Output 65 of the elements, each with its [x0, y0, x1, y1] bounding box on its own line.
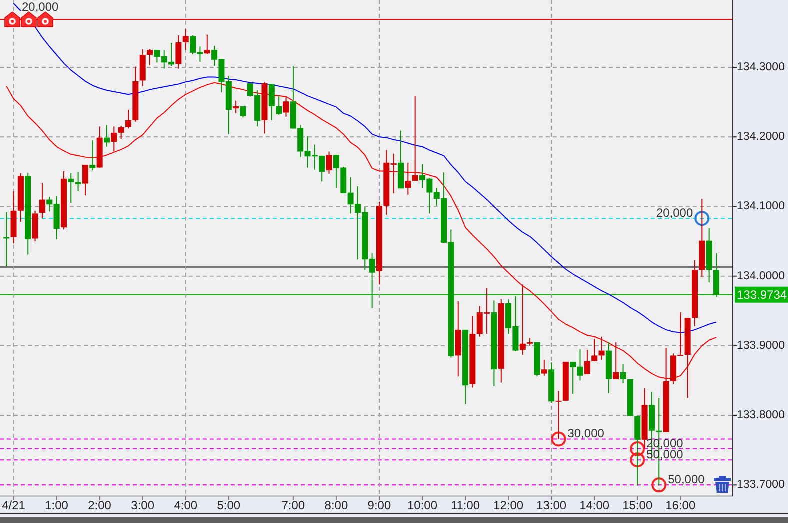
candlestick: [268, 84, 275, 121]
candlestick: [598, 336, 605, 360]
x-tick-label: 14:00: [580, 498, 610, 512]
candlestick: [283, 96, 290, 118]
annotation: 20,000: [656, 206, 694, 220]
candlestick: [104, 124, 110, 148]
point: [630, 441, 646, 456]
annotation: 30,000: [568, 426, 605, 441]
candlestick: [4, 212, 10, 268]
candlestick: [39, 182, 46, 220]
candlestick: [82, 164, 88, 196]
point: [551, 432, 566, 447]
y-tick-label: 134.1000: [737, 200, 785, 213]
y-tick-label: 134.3000: [737, 62, 785, 74]
y-tick-label: 134.2000: [737, 131, 785, 144]
point: [694, 211, 710, 226]
candlestick: [182, 28, 189, 51]
candlestick: [584, 350, 590, 375]
candlestick: [326, 151, 332, 175]
candlestick: [68, 172, 74, 204]
candlestick: [90, 140, 96, 172]
ref-line-label: 133.9734: [737, 288, 788, 302]
x-tick-label: 8:00: [324, 498, 348, 512]
x-tick-label: 2:00: [88, 498, 112, 512]
x-tick-label: 1:00: [45, 498, 69, 512]
x-tick-label: 13:00: [536, 498, 567, 512]
candlestick: [176, 35, 182, 70]
y-tick-label: 133.8000: [737, 410, 785, 422]
candlestick: [412, 96, 418, 182]
x-tick-label: 4/21: [2, 498, 26, 512]
candlestick: [620, 364, 626, 384]
x-tick-label: 16:00: [666, 498, 696, 512]
x-tick-label: 10:00: [407, 498, 438, 512]
x-tick-label: 11:00: [450, 498, 480, 512]
x-tick-label: 9:00: [368, 498, 392, 512]
y-tick-label: 134.0000: [737, 270, 785, 282]
candlestick: [634, 416, 641, 486]
candlestick: [240, 106, 246, 118]
point: [630, 452, 646, 468]
candlestick: [147, 48, 154, 66]
y-tick-label: 133.7000: [737, 479, 785, 492]
x-tick-label: 4:00: [174, 498, 198, 512]
x-tick-label: 15:00: [622, 498, 653, 512]
annotation: 20,000: [22, 0, 60, 14]
line-series: [6, 82, 717, 380]
candlestick: [556, 390, 562, 440]
point: [652, 478, 667, 493]
candlestick: [592, 338, 598, 362]
x-tick-label: 3:00: [131, 498, 155, 512]
candlestick: [126, 109, 132, 130]
candlestick: [75, 171, 82, 192]
candlestick: [541, 359, 548, 376]
candlestick: [233, 100, 240, 114]
x-tick-label: 5:00: [217, 498, 241, 512]
x-tick-label: 7:00: [282, 498, 306, 512]
candlestick: [276, 96, 282, 116]
candlestick: [613, 342, 620, 380]
x-tick-label: 12:00: [494, 498, 524, 512]
candlestick: [118, 125, 124, 140]
y-tick-label: 133.9000: [737, 340, 785, 352]
candlestick: [204, 34, 210, 55]
candlestick: [520, 284, 526, 356]
annotation: 50,000: [668, 472, 706, 487]
candlestick: [405, 162, 412, 196]
candlestick: [111, 126, 118, 152]
